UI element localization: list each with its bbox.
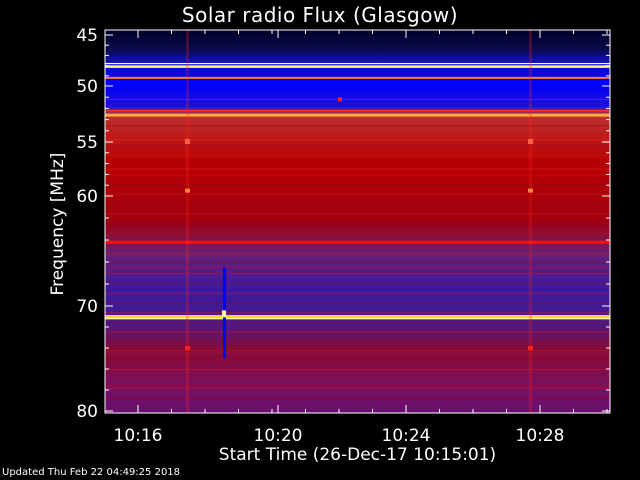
y-tick-label: 55 [76, 133, 98, 153]
radio-burst-peak [222, 310, 226, 318]
spectral-band [105, 213, 610, 215]
spectral-band [105, 263, 610, 265]
bright-spot [528, 346, 533, 350]
spectral-band [105, 378, 610, 380]
y-tick-label: 70 [76, 297, 98, 317]
x-tick-label: 10:16 [114, 426, 163, 446]
spectral-band [105, 331, 610, 333]
spectral-band [105, 369, 610, 370]
spectral-band [105, 387, 610, 389]
spectral-band [105, 273, 610, 274]
x-tick-label: 10:24 [382, 426, 431, 446]
spectral-band [105, 125, 610, 127]
bright-spot [185, 139, 190, 144]
spectral-band [105, 135, 610, 137]
spectral-band [105, 203, 610, 205]
spectral-band [105, 315, 610, 318]
spectral-band [105, 312, 610, 314]
spectral-band [105, 267, 610, 268]
spectral-band [105, 397, 610, 399]
updated-timestamp: Updated Thu Feb 22 04:49:25 2018 [2, 467, 181, 478]
y-tick-label: 50 [76, 77, 98, 97]
spectral-band [105, 174, 610, 176]
spectral-band [105, 223, 610, 225]
spectral-band [105, 243, 610, 245]
spectral-band [105, 240, 610, 244]
x-tick-label: 10:20 [254, 426, 303, 446]
bright-spot [528, 188, 533, 193]
spectral-band [105, 113, 610, 117]
x-axis-title: Start Time (26-Dec-17 10:15:01) [218, 445, 497, 465]
vertical-artifact [529, 30, 532, 413]
bright-spot [528, 139, 533, 144]
y-tick-label: 45 [76, 26, 98, 46]
spectral-band [105, 62, 610, 65]
plot-frame [104, 29, 611, 414]
spectral-band [105, 184, 610, 186]
spectral-band [105, 168, 610, 170]
spectral-band [105, 302, 610, 304]
spectral-band [105, 350, 610, 352]
spectral-band [105, 109, 610, 112]
spectral-band [105, 139, 610, 141]
spectral-band [105, 352, 610, 354]
spectral-band [105, 292, 610, 294]
spectral-band [105, 233, 610, 235]
spectral-band [105, 282, 610, 284]
spectral-band [105, 193, 610, 195]
spectral-band [105, 359, 610, 361]
vertical-artifact [186, 30, 189, 413]
bright-spot [185, 188, 190, 193]
spectral-band [105, 321, 610, 323]
spectral-band [105, 65, 610, 68]
chart-title: Solar radio Flux (Glasgow) [181, 3, 459, 27]
plot-background [105, 30, 610, 413]
bright-spot [338, 97, 342, 102]
spectral-band [105, 164, 610, 166]
spectral-band [105, 154, 610, 156]
spectral-band [105, 145, 610, 147]
y-tick-label: 80 [76, 402, 98, 422]
bright-spot [185, 346, 190, 350]
y-tick-label: 60 [76, 187, 98, 207]
spectral-band [105, 98, 610, 101]
spectral-band [105, 317, 610, 320]
x-tick-label: 10:28 [516, 426, 565, 446]
spectral-band [105, 340, 610, 342]
spectral-band [105, 385, 610, 387]
spectral-band [105, 253, 610, 255]
spectral-band [105, 76, 610, 79]
